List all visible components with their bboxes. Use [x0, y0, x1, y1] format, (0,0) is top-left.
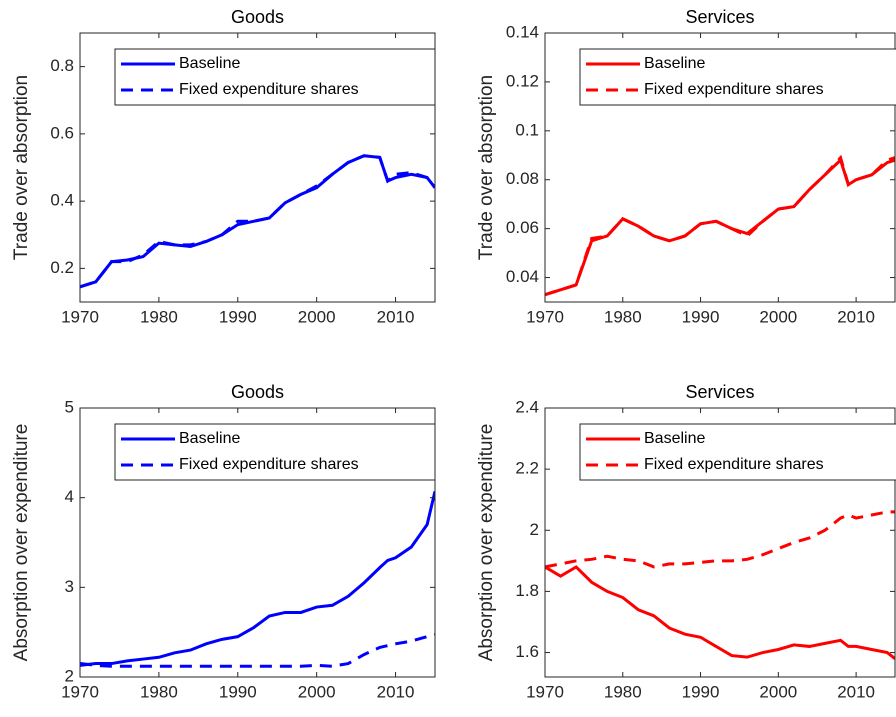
panel: 1970 1980 1990 2000 2010 0.04 0.06 0.08 0.1 0.12 0… — [476, 7, 896, 326]
legend-box — [579, 423, 896, 481]
axes-box — [79, 32, 436, 303]
legend-label: Fixed expenditure shares — [179, 81, 359, 98]
legend-label: Fixed expenditure shares — [644, 456, 824, 473]
chart-title: Services — [685, 382, 754, 402]
x-tick-label: 1980 — [604, 307, 642, 326]
x-tick-label: 1980 — [140, 307, 178, 326]
axes-box — [544, 407, 896, 678]
y-tick-label: 0.14 — [506, 22, 539, 41]
series-line — [545, 510, 895, 569]
y-tick-label: 2 — [65, 666, 74, 685]
series-line — [80, 633, 435, 668]
panel: 1970 1980 1990 2000 2010 0.2 0.4 0.6 0.8 Goods Tra… — [11, 7, 436, 326]
y-tick-label: 1.6 — [515, 642, 539, 661]
axes-box — [544, 32, 896, 303]
x-tick-label: 1990 — [219, 682, 257, 701]
y-axis-label: Absorption over expenditure — [11, 424, 32, 662]
legend-label: Baseline — [179, 430, 240, 447]
y-axis-label: Absorption over expenditure — [476, 424, 497, 662]
series-line — [545, 154, 895, 297]
x-tick-label: 1970 — [61, 682, 99, 701]
x-tick-label: 2010 — [837, 682, 875, 701]
y-tick-label: 1.8 — [515, 581, 539, 600]
y-tick-label: 0.8 — [50, 56, 74, 75]
y-tick-label: 0.08 — [506, 169, 539, 188]
y-tick-label: 5 — [65, 397, 74, 416]
x-tick-label: 1990 — [682, 682, 720, 701]
y-tick-label: 0.2 — [50, 258, 74, 277]
chart-title: Goods — [231, 7, 284, 27]
y-tick-label: 0.6 — [50, 123, 74, 142]
x-tick-label: 1990 — [682, 307, 720, 326]
y-axis-label: Trade over absorption — [476, 75, 497, 260]
x-tick-label: 1990 — [219, 307, 257, 326]
legend-label: Baseline — [179, 55, 240, 72]
chart-title: Services — [685, 7, 754, 27]
y-tick-label: 4 — [65, 487, 74, 506]
y-axis-label: Trade over absorption — [11, 75, 32, 260]
x-tick-label: 2000 — [759, 682, 797, 701]
panel: 1970 1980 1990 2000 2010 1.6 1.8 2 2.2 2.4 Service… — [476, 382, 896, 701]
series-line — [545, 565, 895, 660]
legend-label: Baseline — [644, 430, 705, 447]
x-tick-label: 1970 — [526, 307, 564, 326]
y-tick-label: 2.4 — [515, 397, 539, 416]
x-tick-label: 1980 — [604, 682, 642, 701]
panel: 1970 1980 1990 2000 2010 2 3 4 5 Goods Absorption … — [11, 382, 436, 701]
y-tick-label: 3 — [65, 577, 74, 596]
y-tick-label: 2 — [530, 520, 539, 539]
legend-label: Fixed expenditure shares — [644, 81, 824, 98]
x-tick-label: 1970 — [61, 307, 99, 326]
axes-box — [79, 407, 436, 678]
series-line — [80, 491, 435, 667]
y-tick-label: 0.4 — [50, 191, 74, 210]
series-line — [80, 154, 435, 289]
x-tick-label: 1970 — [526, 682, 564, 701]
chart-title: Goods — [231, 382, 284, 402]
y-tick-label: 0.06 — [506, 218, 539, 237]
legend-box — [114, 423, 436, 481]
y-tick-label: 0.12 — [506, 71, 539, 90]
x-tick-label: 2010 — [377, 682, 415, 701]
y-tick-label: 2.2 — [515, 459, 539, 478]
y-tick-label: 0.1 — [515, 120, 539, 139]
legend-box — [114, 48, 436, 106]
x-tick-label: 2000 — [298, 307, 336, 326]
x-tick-label: 2000 — [759, 307, 797, 326]
x-tick-label: 2010 — [377, 307, 415, 326]
y-tick-label: 0.04 — [506, 267, 539, 286]
x-tick-label: 2010 — [837, 307, 875, 326]
legend-box — [579, 48, 896, 106]
x-tick-label: 1980 — [140, 682, 178, 701]
x-tick-label: 2000 — [298, 682, 336, 701]
legend-label: Baseline — [644, 55, 705, 72]
legend-label: Fixed expenditure shares — [179, 456, 359, 473]
